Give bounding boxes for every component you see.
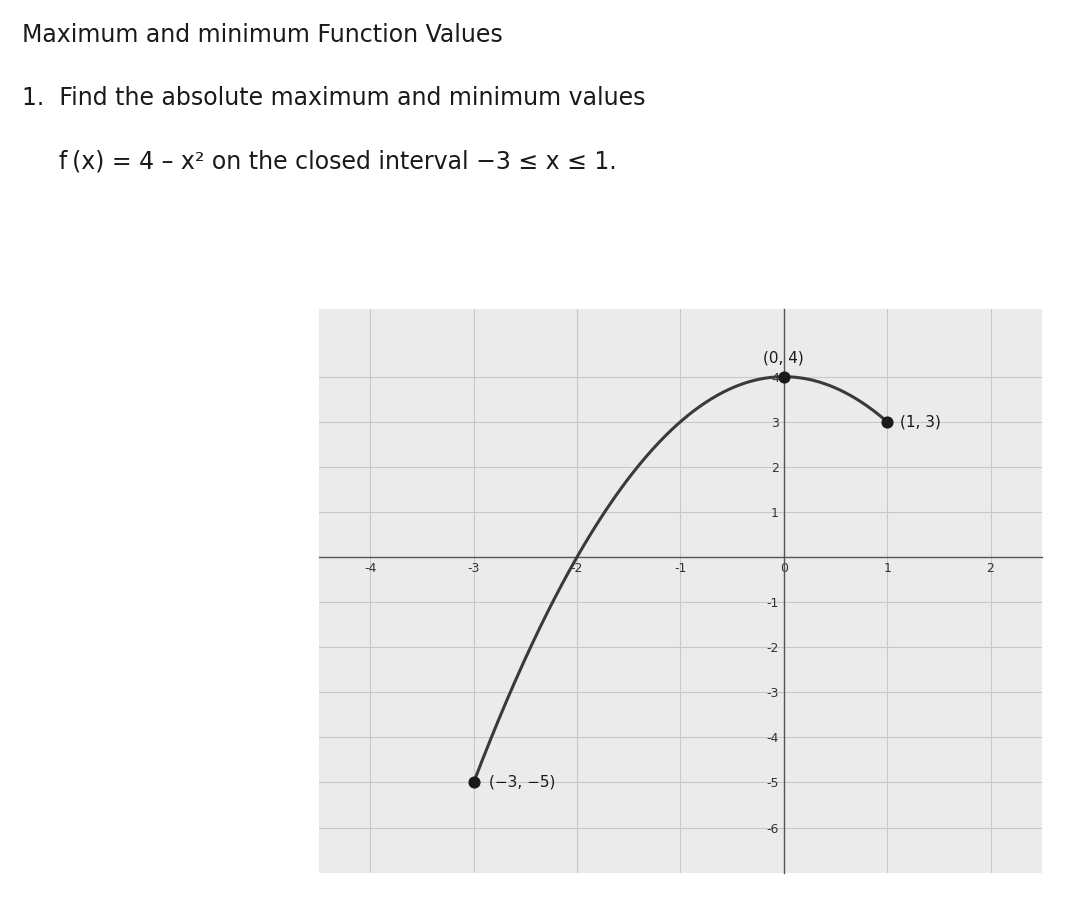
Text: f (x) = 4 – x² on the closed interval −3 ≤ x ≤ 1.: f (x) = 4 – x² on the closed interval −3… — [59, 150, 617, 174]
Text: (0, 4): (0, 4) — [764, 350, 805, 365]
Text: Maximum and minimum Function Values: Maximum and minimum Function Values — [22, 23, 502, 46]
Point — [775, 369, 793, 384]
Text: (−3, −5): (−3, −5) — [489, 775, 555, 790]
Point — [465, 775, 483, 790]
Text: 1.  Find the absolute maximum and minimum values: 1. Find the absolute maximum and minimum… — [22, 86, 645, 110]
Text: (1, 3): (1, 3) — [900, 415, 941, 429]
Point — [878, 415, 895, 429]
